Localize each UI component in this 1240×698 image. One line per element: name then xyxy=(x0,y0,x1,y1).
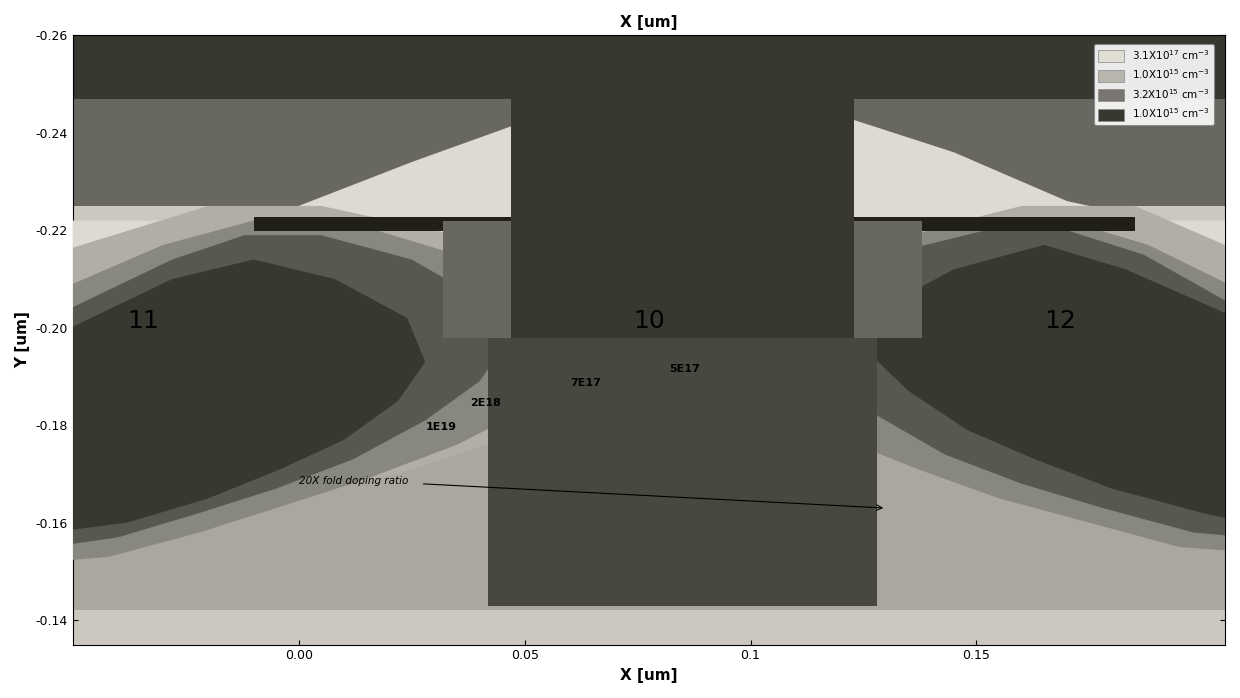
Bar xyxy=(444,221,923,338)
Text: 20X fold doping ratio: 20X fold doping ratio xyxy=(299,476,408,486)
Text: 12: 12 xyxy=(1044,309,1076,333)
Polygon shape xyxy=(50,235,507,547)
Text: 11: 11 xyxy=(126,309,159,333)
Polygon shape xyxy=(50,221,583,562)
Bar xyxy=(489,338,877,606)
Polygon shape xyxy=(737,206,1240,581)
Polygon shape xyxy=(737,221,1240,552)
Bar xyxy=(954,216,1135,231)
Bar xyxy=(398,216,967,231)
Bar xyxy=(511,60,854,338)
Text: 10: 10 xyxy=(634,309,665,333)
Polygon shape xyxy=(50,206,629,581)
Title: X [um]: X [um] xyxy=(620,15,677,30)
Legend: 3.1X10$^{17}$ cm$^{-3}$, 1.0X10$^{15}$ cm$^{-3}$, 3.2X10$^{15}$ cm$^{-3}$, 1.0X1: 3.1X10$^{17}$ cm$^{-3}$, 1.0X10$^{15}$ c… xyxy=(1094,43,1214,125)
Polygon shape xyxy=(50,260,425,533)
Y-axis label: Y [um]: Y [um] xyxy=(15,311,30,369)
Polygon shape xyxy=(50,84,1240,352)
Bar xyxy=(73,98,1225,206)
Text: 2E18: 2E18 xyxy=(470,398,501,408)
Polygon shape xyxy=(868,245,1240,523)
X-axis label: X [um]: X [um] xyxy=(620,668,677,683)
Text: 7E17: 7E17 xyxy=(570,378,600,388)
Bar xyxy=(253,216,417,231)
Text: 1E19: 1E19 xyxy=(425,422,456,432)
Polygon shape xyxy=(796,230,1240,537)
Text: 5E17: 5E17 xyxy=(670,364,699,373)
Bar xyxy=(73,36,1225,98)
Bar xyxy=(73,328,1225,611)
